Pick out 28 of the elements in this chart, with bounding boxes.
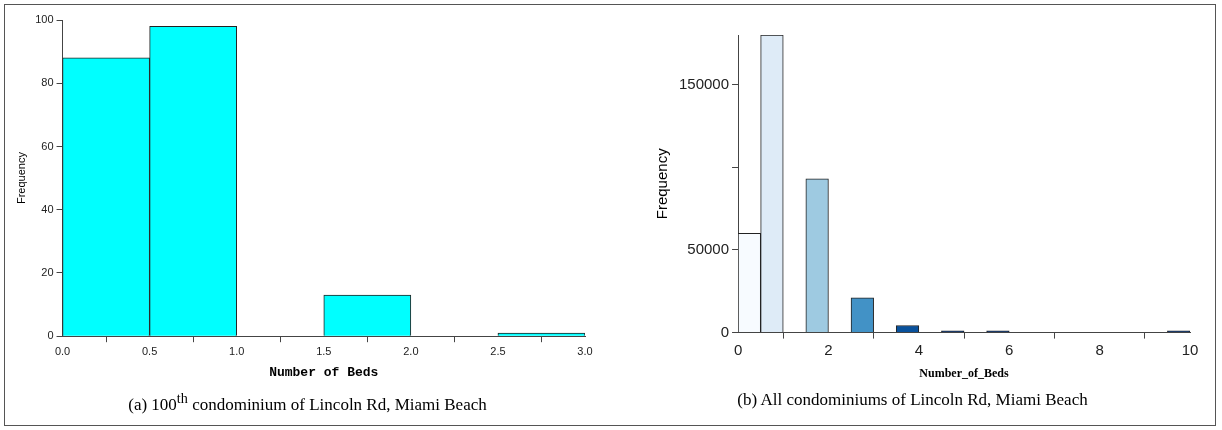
- x-tick-label: 2.0: [403, 344, 419, 357]
- y-tick-label: 50000: [687, 240, 730, 258]
- text: (a) 100$^{th}$ condominium of Lincoln Rd, Miami Beach: [127, 390, 488, 415]
- y-tick-label: 150000: [678, 74, 730, 92]
- y-tick-label: 80: [41, 76, 54, 89]
- y-tick-label: 100: [35, 13, 54, 26]
- x-axis-title: Number of Beds: [269, 365, 379, 381]
- x-tick-label: 4: [914, 340, 923, 358]
- y-axis-title: Frequency: [14, 151, 27, 205]
- x-axis-title: Number_of_Beds: [919, 365, 1010, 380]
- x-tick-label: 1.5: [316, 344, 332, 357]
- y-tick-label: 0: [47, 329, 54, 342]
- x-tick-label: 0.0: [54, 344, 71, 357]
- y-axis-title: Frequency: [653, 147, 671, 220]
- x-tick-label: 2: [824, 340, 833, 358]
- x-tick-label: 2.5: [490, 344, 506, 357]
- x-tick-label: 0: [733, 340, 743, 358]
- text: (b) All condominiums of Lincoln Rd, Miami Beach: [736, 390, 1089, 410]
- y-tick-label: 60: [41, 139, 54, 152]
- x-tick-label: 8: [1095, 340, 1104, 358]
- y-tick-label: 0: [720, 322, 730, 340]
- x-tick-label: 10: [1181, 340, 1199, 358]
- y-tick-label: 40: [41, 202, 54, 215]
- x-tick-label: 3.0: [577, 344, 593, 357]
- x-tick-label: 0.5: [141, 344, 158, 357]
- x-tick-label: 6: [1005, 340, 1014, 358]
- x-tick-label: 1.0: [229, 344, 245, 357]
- y-tick-label: 20: [41, 265, 54, 278]
